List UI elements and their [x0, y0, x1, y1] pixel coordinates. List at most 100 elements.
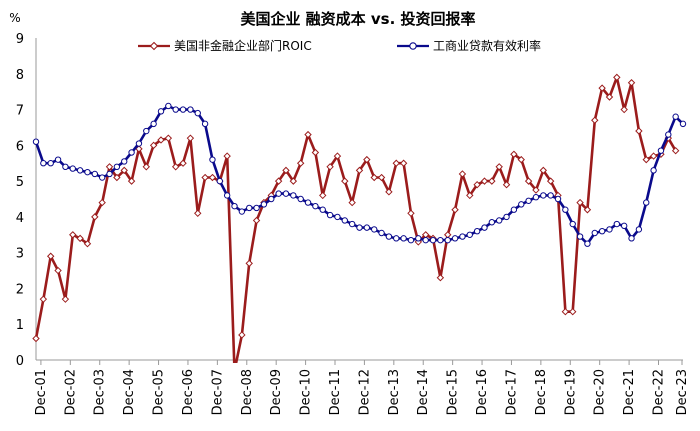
series-1-point-30 [253, 204, 260, 212]
series-1-point-85 [657, 147, 665, 154]
series-1-point-14 [135, 140, 143, 147]
series-1-point-34 [282, 190, 290, 197]
series-1-point-59 [466, 231, 473, 238]
series-1-point-22 [194, 109, 201, 117]
series-1-point-36 [297, 195, 304, 203]
series-1-point-72 [562, 206, 569, 213]
series-1-point-8 [91, 170, 99, 178]
series-0-point-79 [613, 73, 621, 82]
series-1-point-29 [246, 204, 253, 212]
series-0-point-16 [149, 141, 158, 150]
series-1-point-56 [444, 236, 451, 244]
series-0-point-38 [311, 148, 320, 157]
series-0-point-10 [105, 163, 114, 171]
x-tick-label-Dec-04: Dec-04 [122, 369, 137, 415]
series-1-point-76 [591, 229, 598, 237]
x-tick-label-Dec-02: Dec-02 [63, 369, 78, 415]
series-1-point-21 [187, 106, 194, 113]
series-0-point-8 [91, 213, 99, 221]
series-0-point-60 [473, 180, 481, 189]
y-tick-label-0: 0 [16, 354, 24, 369]
x-tick-label-Dec-13: Dec-13 [387, 369, 402, 415]
series-0-point-84 [649, 152, 658, 160]
series-0-point-45 [363, 155, 371, 164]
y-axis-unit-label: % [9, 11, 20, 25]
series-0-point-69 [539, 166, 548, 175]
series-0-point-57 [451, 206, 459, 214]
x-tick-label-Dec-14: Dec-14 [416, 369, 431, 415]
x-tick-label-Dec-16: Dec-16 [475, 369, 490, 415]
series-1-point-3 [54, 156, 62, 163]
series-0-point-43 [348, 198, 356, 207]
series-layer [32, 73, 687, 374]
series-0-point-52 [414, 238, 423, 246]
series-0-point-40 [326, 163, 334, 171]
series-1-point-1 [40, 160, 47, 167]
series-1-point-51 [407, 236, 415, 244]
series-1-point-52 [415, 235, 422, 242]
series-0-point-68 [532, 186, 540, 194]
series-1-point-81 [628, 235, 635, 242]
x-tick-label-Dec-12: Dec-12 [357, 369, 372, 415]
series-0-point-29 [245, 259, 253, 268]
series-1-point-64 [503, 213, 510, 221]
x-tick-label-Dec-21: Dec-21 [622, 369, 637, 415]
x-tick-label-Dec-01: Dec-01 [34, 369, 49, 415]
legend-item-roic: 美国非金融企业部门ROIC [138, 38, 312, 53]
x-tick-label-Dec-22: Dec-22 [652, 369, 667, 415]
x-tick-label-Dec-07: Dec-07 [210, 369, 225, 415]
legend-label-roic: 美国非金融企业部门ROIC [174, 38, 312, 53]
series-0-point-51 [407, 209, 415, 218]
series-1 [32, 102, 687, 247]
y-tick-label-2: 2 [16, 282, 24, 297]
series-1-point-79 [613, 220, 621, 228]
series-1-point-70 [547, 192, 554, 199]
series-0-point-44 [355, 166, 364, 175]
legend-swatch-roic-marker [149, 41, 159, 51]
series-0-point-76 [591, 116, 599, 124]
series-0-point-35 [289, 177, 298, 185]
series-0-point-78 [605, 93, 614, 101]
x-tick-label-Dec-18: Dec-18 [534, 369, 549, 415]
series-1-point-68 [532, 194, 540, 201]
series-0-point-47 [377, 173, 386, 182]
series-0-point-18 [164, 134, 173, 142]
series-1-point-53 [422, 236, 429, 244]
series-0-point-12 [120, 166, 128, 175]
y-tick-label-7: 7 [16, 104, 24, 119]
legend: 美国非金融企业部门ROIC 工商业贷款有效利率 [138, 38, 541, 53]
x-tick-label-Dec-09: Dec-09 [269, 369, 284, 415]
series-1-point-20 [179, 106, 187, 113]
series-1-point-13 [128, 149, 135, 156]
series-0-point-64 [502, 180, 511, 189]
series-0-point-4 [61, 295, 70, 303]
series-1-point-43 [348, 220, 356, 228]
series-0-point-5 [69, 231, 77, 239]
series-0-point-9 [98, 198, 106, 207]
series-1-point-23 [201, 120, 209, 128]
series-0-point-63 [495, 163, 503, 171]
series-1-point-19 [172, 106, 179, 113]
series-1-point-69 [540, 192, 547, 199]
x-tick-label-Dec-23: Dec-23 [675, 369, 690, 415]
series-1-point-61 [481, 224, 488, 231]
series-0-point-41 [333, 152, 342, 160]
series-0-point-55 [436, 274, 445, 282]
series-1-point-60 [473, 228, 481, 235]
series-0 [32, 73, 680, 374]
series-0-point-61 [480, 177, 489, 185]
series-1-point-28 [238, 208, 246, 215]
series-1-point-75 [584, 240, 591, 247]
series-0-point-27 [232, 368, 238, 374]
x-tick-label-Dec-06: Dec-06 [181, 369, 196, 415]
series-0-point-15 [142, 163, 150, 171]
series-1-point-57 [451, 235, 459, 242]
series-1-point-86 [665, 131, 672, 138]
series-1-point-32 [268, 195, 275, 203]
series-1-point-83 [643, 199, 650, 206]
series-1-point-67 [525, 197, 532, 204]
series-0-point-56 [444, 231, 452, 239]
series-1-point-4 [62, 163, 69, 171]
series-1-point-18 [165, 102, 172, 110]
series-1-point-9 [98, 174, 106, 181]
